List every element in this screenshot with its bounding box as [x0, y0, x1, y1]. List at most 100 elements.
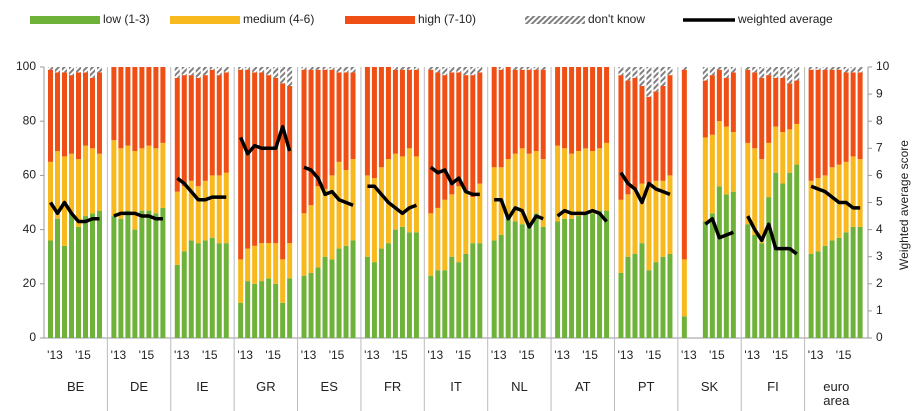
- weighted-average-line: [704, 217, 734, 240]
- bar-segment: [505, 159, 511, 217]
- bar-segment: [364, 175, 370, 257]
- bar-segment: [822, 175, 828, 246]
- bar-segment: [55, 67, 60, 73]
- weighted-average-line: [176, 176, 227, 202]
- bar-segment: [681, 259, 687, 317]
- group-label: IE: [196, 379, 209, 394]
- period-label: '15: [582, 348, 598, 362]
- bar-segment: [815, 67, 821, 70]
- bar-segment: [780, 183, 786, 338]
- bar-segment: [174, 67, 180, 78]
- bar-segment: [709, 213, 715, 338]
- bar-segment: [709, 134, 715, 214]
- bar-segment: [512, 69, 518, 154]
- bar-segment: [646, 270, 652, 338]
- bar-segment: [111, 67, 117, 141]
- bar-segment: [829, 67, 835, 70]
- bar-segment: [350, 159, 356, 241]
- bar-segment: [787, 83, 793, 130]
- bar-segment: [857, 226, 863, 338]
- bar-segment: [822, 245, 828, 338]
- bar-segment: [442, 75, 448, 200]
- bar-segment: [202, 75, 208, 181]
- bar-segment: [76, 159, 81, 227]
- bar-segment: [413, 232, 419, 338]
- bar-segment: [681, 69, 687, 260]
- bar-segment: [48, 67, 53, 70]
- bar-segment: [435, 72, 441, 208]
- bar-segment: [153, 213, 159, 338]
- bar-segment: [526, 67, 532, 70]
- y2-tick-label: 1: [876, 303, 883, 317]
- bar-segment: [392, 229, 398, 338]
- bar-segment: [723, 126, 729, 195]
- bar-segment: [97, 67, 102, 73]
- bar-segment: [491, 240, 497, 338]
- bar-segment: [505, 216, 511, 338]
- bar-segment: [519, 148, 525, 225]
- bar-segment: [273, 67, 279, 78]
- bar-segment: [378, 67, 384, 168]
- bar-segment: [83, 145, 88, 217]
- bar-segment: [266, 278, 272, 338]
- bar-segment: [745, 67, 751, 70]
- bar-segment: [660, 180, 666, 257]
- group-label: BE: [67, 379, 85, 394]
- bar-segment: [470, 243, 476, 338]
- bar-segment: [709, 67, 715, 76]
- bar-segment: [653, 262, 659, 338]
- bar-segment: [639, 183, 645, 244]
- bar-segment: [216, 67, 222, 76]
- y2-tick-label: 7: [876, 140, 883, 154]
- bar-segment: [139, 67, 145, 149]
- bar-segment: [716, 69, 722, 122]
- bar-segment: [576, 216, 582, 338]
- bar-segment: [646, 96, 652, 184]
- bar-segment: [766, 75, 772, 143]
- y2-tick-label: 8: [876, 113, 883, 127]
- bar-segment: [456, 72, 462, 187]
- bar-segment: [815, 69, 821, 179]
- bar-segment: [463, 67, 469, 76]
- bar-segment: [766, 67, 772, 76]
- bar-segment: [498, 69, 504, 168]
- legend-label: low (1-3): [103, 12, 150, 26]
- bar-segment: [463, 253, 469, 338]
- bar-segment: [435, 270, 441, 338]
- bar-segment: [209, 67, 215, 70]
- bar-segment: [62, 72, 67, 157]
- bar-segment: [90, 148, 95, 214]
- bar-segment: [385, 67, 391, 160]
- bar-segment: [850, 156, 856, 227]
- bar-segment: [752, 67, 758, 73]
- bar-segment: [188, 75, 194, 181]
- bar-segment: [329, 259, 335, 338]
- legend-label: don't know: [588, 12, 645, 26]
- bar-segment: [667, 253, 673, 338]
- bar-segment: [435, 207, 441, 271]
- bar-segment: [216, 243, 222, 338]
- bar-segment: [477, 243, 483, 338]
- bar-segment: [477, 72, 483, 184]
- bar-segment: [442, 199, 448, 271]
- bar-segment: [597, 148, 603, 211]
- period-label: '15: [646, 348, 662, 362]
- bar-segment: [160, 207, 166, 338]
- weighted-average-line: [303, 165, 354, 207]
- bar-segment: [55, 72, 60, 152]
- bar-segment: [308, 205, 314, 273]
- bar-segment: [125, 67, 131, 146]
- bar-segment: [829, 167, 835, 241]
- bar-segment: [590, 67, 596, 152]
- bar-segment: [252, 245, 258, 284]
- bar-segment: [238, 69, 244, 260]
- bar-segment: [604, 210, 610, 338]
- bar-segment: [287, 85, 293, 244]
- bar-segment: [209, 237, 215, 338]
- bar-segment: [794, 123, 800, 165]
- group-label: PT: [637, 379, 655, 394]
- bar-segment: [850, 226, 856, 338]
- bar-segment: [392, 69, 398, 154]
- bar-segment: [660, 85, 666, 181]
- y2-axis-label: Weighted average score: [897, 140, 911, 270]
